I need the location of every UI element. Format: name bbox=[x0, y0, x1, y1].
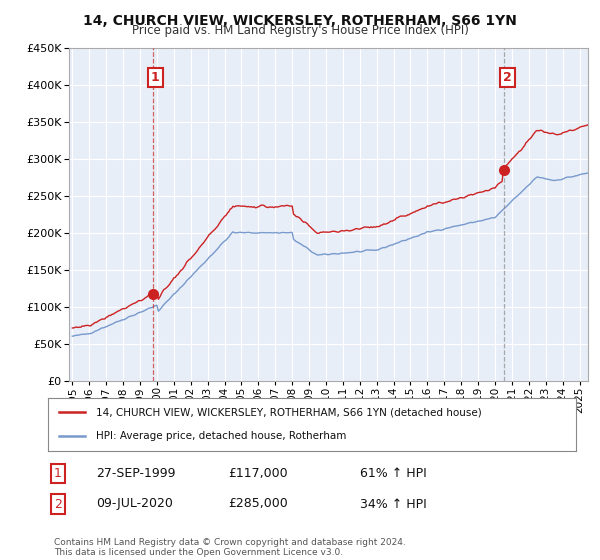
Text: 09-JUL-2020: 09-JUL-2020 bbox=[96, 497, 173, 511]
Text: 2: 2 bbox=[503, 71, 512, 83]
Text: 14, CHURCH VIEW, WICKERSLEY, ROTHERHAM, S66 1YN: 14, CHURCH VIEW, WICKERSLEY, ROTHERHAM, … bbox=[83, 14, 517, 28]
Text: HPI: Average price, detached house, Rotherham: HPI: Average price, detached house, Roth… bbox=[95, 431, 346, 441]
Text: £117,000: £117,000 bbox=[228, 466, 287, 480]
Text: 34% ↑ HPI: 34% ↑ HPI bbox=[360, 497, 427, 511]
Text: 27-SEP-1999: 27-SEP-1999 bbox=[96, 466, 176, 480]
Text: 2: 2 bbox=[54, 497, 62, 511]
Text: £285,000: £285,000 bbox=[228, 497, 288, 511]
Text: Contains HM Land Registry data © Crown copyright and database right 2024.
This d: Contains HM Land Registry data © Crown c… bbox=[54, 538, 406, 557]
Text: 1: 1 bbox=[54, 466, 62, 480]
Text: Price paid vs. HM Land Registry's House Price Index (HPI): Price paid vs. HM Land Registry's House … bbox=[131, 24, 469, 37]
Text: 61% ↑ HPI: 61% ↑ HPI bbox=[360, 466, 427, 480]
Text: 14, CHURCH VIEW, WICKERSLEY, ROTHERHAM, S66 1YN (detached house): 14, CHURCH VIEW, WICKERSLEY, ROTHERHAM, … bbox=[95, 408, 481, 418]
Text: 1: 1 bbox=[151, 71, 160, 83]
